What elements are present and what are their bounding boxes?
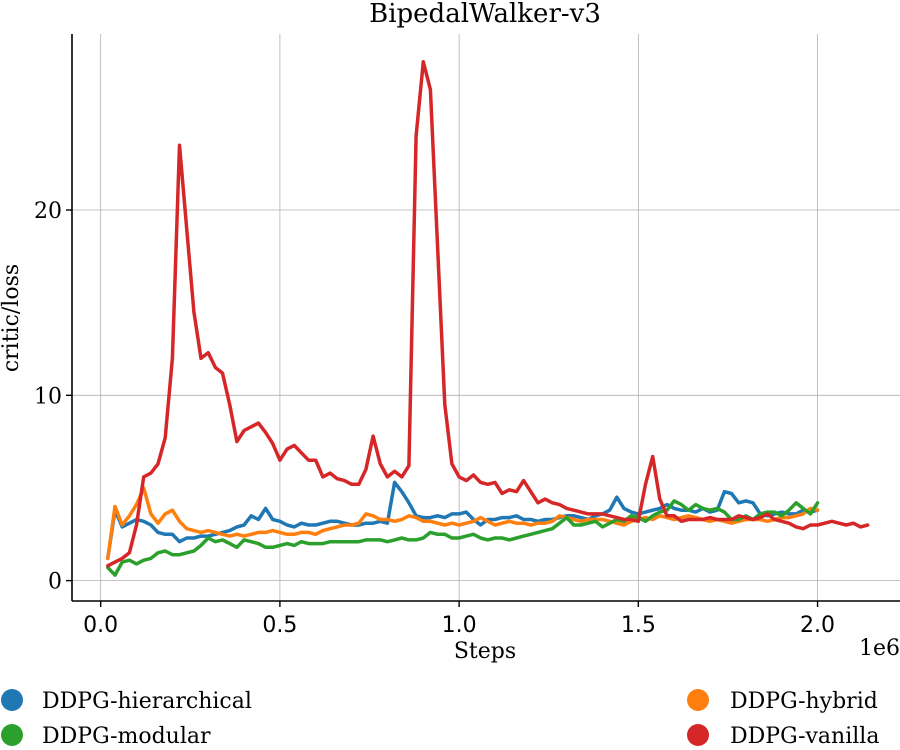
legend-label-ddpg-hierarchical: DDPG-hierarchical xyxy=(42,689,252,714)
legend-label-ddpg-hybrid: DDPG-hybrid xyxy=(730,689,878,714)
series-line-ddpg-hybrid xyxy=(106,486,820,561)
legend-label-ddpg-vanilla: DDPG-vanilla xyxy=(730,724,879,749)
legend: DDPG-hierarchical DDPG-hybrid DDPG-modular… xyxy=(1,689,879,749)
legend-marker-ddpg-hybrid xyxy=(687,689,709,711)
x-tick-label: 1.0 xyxy=(442,613,477,638)
series-line-ddpg-modular xyxy=(106,499,820,577)
x-axis-label: Steps xyxy=(454,639,516,664)
series-lines xyxy=(106,60,870,577)
x-tick-label: 2.0 xyxy=(800,613,835,638)
x-axis-offset-label: 1e6 xyxy=(859,636,900,661)
y-tick-label: 20 xyxy=(34,199,62,224)
x-tick-label: 0.0 xyxy=(83,613,118,638)
series-line-ddpg-vanilla xyxy=(106,60,870,568)
legend-label-ddpg-modular: DDPG-modular xyxy=(42,724,211,749)
y-ticks: 0 10 20 xyxy=(34,199,72,595)
x-ticks: 0.0 0.5 1.0 1.5 2.0 xyxy=(83,601,835,638)
legend-marker-ddpg-hierarchical xyxy=(1,689,23,711)
y-tick-label: 10 xyxy=(34,384,62,409)
y-axis-label: critic/loss xyxy=(0,264,24,372)
x-tick-label: 0.5 xyxy=(262,613,297,638)
grid xyxy=(72,34,900,601)
x-tick-label: 1.5 xyxy=(621,613,656,638)
legend-marker-ddpg-modular xyxy=(1,724,23,746)
series-line-ddpg-hierarchical xyxy=(106,480,820,561)
y-tick-label: 0 xyxy=(48,570,62,595)
legend-marker-ddpg-vanilla xyxy=(687,724,709,746)
chart-title: BipedalWalker-v3 xyxy=(369,0,601,29)
